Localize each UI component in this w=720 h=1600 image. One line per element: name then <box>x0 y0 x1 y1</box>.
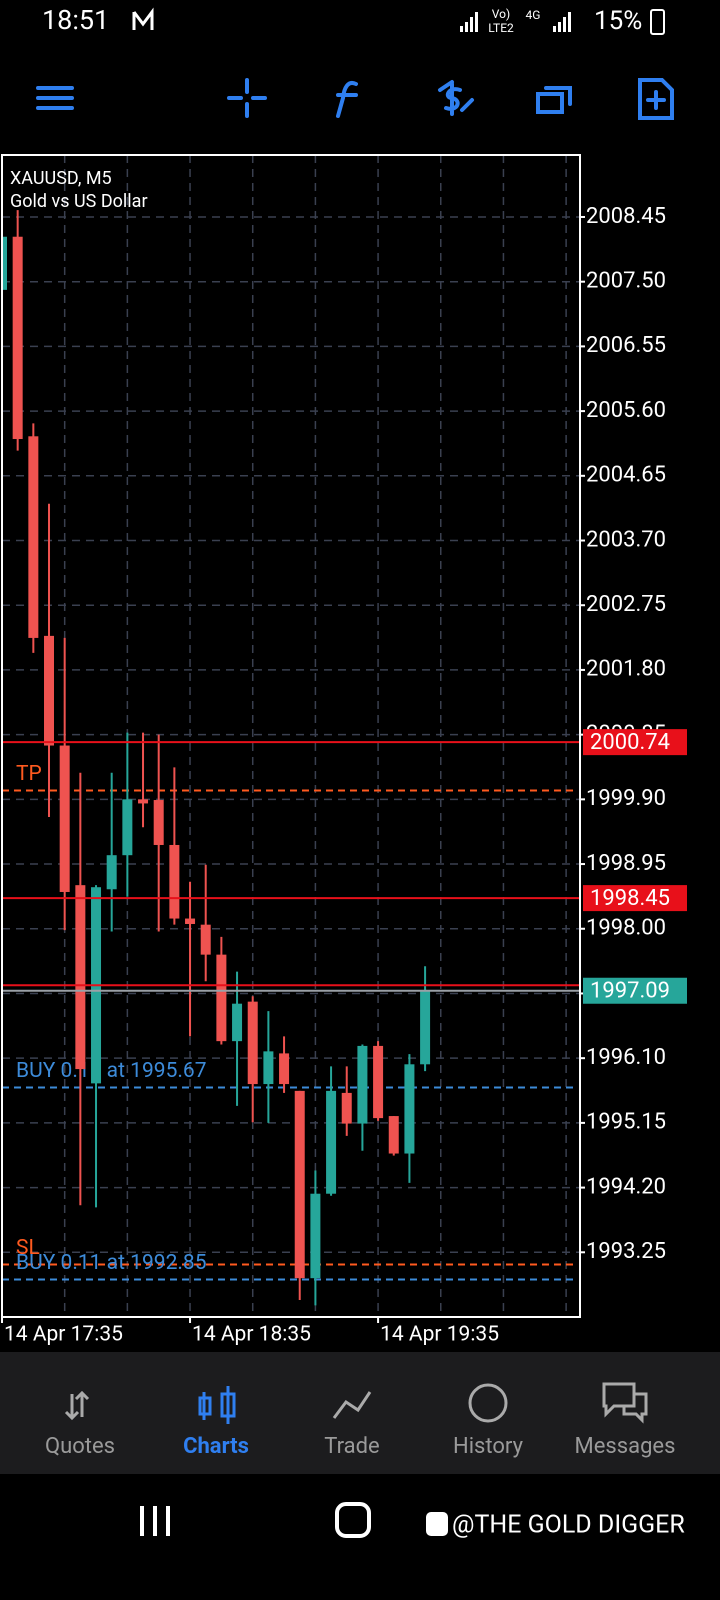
chart-frame <box>1 154 581 1318</box>
nav-tab[interactable]: Quotes <box>45 1434 115 1459</box>
candle-body <box>59 745 70 892</box>
y-tick-label: 1999.90 <box>586 786 666 811</box>
candle-body <box>44 635 55 746</box>
candle-body <box>263 1051 274 1085</box>
candle-body <box>357 1045 368 1124</box>
candle-body <box>247 1001 258 1085</box>
price-box-label: 1997.09 <box>590 979 670 1004</box>
order-label: TP <box>16 762 42 786</box>
y-tick-label: 1994.20 <box>586 1174 666 1199</box>
crosshair-button[interactable] <box>227 78 267 118</box>
status-time: 18:51 <box>42 4 109 36</box>
candle-body <box>341 1092 352 1124</box>
y-tick-label: 2002.75 <box>586 592 666 617</box>
candle-body <box>12 236 23 440</box>
y-tick-label: 2005.60 <box>586 398 666 423</box>
candle-body <box>122 799 133 856</box>
y-tick-label: 2006.55 <box>586 333 666 358</box>
price-box <box>583 729 687 756</box>
price-box <box>583 885 687 912</box>
new-order-button[interactable] <box>638 78 674 120</box>
history-icon <box>468 1383 508 1423</box>
candle-body <box>75 885 86 1070</box>
charts-icon <box>198 1386 236 1424</box>
candle-body <box>294 1090 305 1279</box>
volte-label: Vo) <box>492 7 510 21</box>
chart-description: Gold vs US Dollar <box>10 191 148 212</box>
facebook-icon <box>426 1512 448 1536</box>
price-box <box>583 977 687 1004</box>
gmail-icon <box>132 7 154 30</box>
signal-icon <box>460 12 571 32</box>
x-tick-label: 14 Apr 19:35 <box>380 1323 499 1347</box>
menu-button[interactable] <box>36 86 74 110</box>
nav-tab[interactable]: Messages <box>575 1434 676 1459</box>
y-tick-label: 2004.65 <box>586 463 666 488</box>
candle-body <box>310 1193 321 1279</box>
y-tick-label: 2008.45 <box>586 204 666 229</box>
candle-body <box>169 844 180 919</box>
candle-body <box>28 436 39 638</box>
candle-body <box>404 1064 415 1154</box>
y-tick-label: 2001.80 <box>586 657 666 682</box>
y-tick-label: 1993.25 <box>586 1239 666 1264</box>
y-tick-label: 1998.00 <box>586 916 666 941</box>
candle-body <box>3 236 7 290</box>
quotes-icon <box>64 1390 90 1421</box>
candle-body <box>420 990 431 1065</box>
y-tick-label: 2007.50 <box>586 269 666 294</box>
network-label: 4G <box>526 8 541 22</box>
candle-body <box>216 954 227 1042</box>
recents-button[interactable] <box>140 1506 170 1536</box>
trade-icon <box>332 1391 372 1419</box>
candle-body <box>279 1053 290 1085</box>
y-tick-label: 2003.70 <box>586 527 666 552</box>
order-label: BUY 0.11 at 1992.85 <box>16 1251 207 1275</box>
battery-label: 15% <box>594 6 642 36</box>
price-box-label: 1998.45 <box>590 886 670 911</box>
trade-button[interactable] <box>438 80 474 116</box>
candle-body <box>388 1116 399 1154</box>
lte-label: LTE2 <box>488 21 514 35</box>
nav-tab[interactable]: Charts <box>183 1434 249 1459</box>
chart-symbol: XAUUSD, M5 <box>10 168 112 189</box>
order-label: BUY 0.11 at 1995.67 <box>16 1059 207 1083</box>
candle-body <box>106 855 117 890</box>
watermark: @THE GOLD DIGGER <box>452 1511 685 1540</box>
home-button[interactable] <box>335 1502 371 1538</box>
candle-body <box>232 1003 243 1042</box>
battery-icon <box>650 9 665 35</box>
candle-body <box>153 800 164 845</box>
candle-body <box>373 1045 384 1119</box>
messages-icon <box>602 1382 648 1424</box>
candle-body <box>200 924 211 955</box>
y-tick-label: 1996.10 <box>586 1045 666 1070</box>
bottom-nav <box>0 1352 720 1474</box>
nav-tab[interactable]: Trade <box>324 1434 379 1459</box>
candle-body <box>185 918 196 924</box>
nav-tab[interactable]: History <box>453 1434 524 1459</box>
windows-button[interactable] <box>536 86 572 114</box>
candle-body <box>326 1090 337 1194</box>
indicators-button[interactable] <box>336 81 358 118</box>
chart: 2008.45 2007.50 2006.55 2005.60 2004.65 2003.… <box>1 155 687 1347</box>
order-label: SL <box>16 1236 40 1260</box>
candle-body <box>138 799 149 804</box>
y-tick-label: 1995.15 <box>586 1110 666 1135</box>
y-tick-label: 1998.95 <box>586 851 666 876</box>
price-box-label: 2000.74 <box>590 730 670 755</box>
x-tick-label: 14 Apr 18:35 <box>192 1323 311 1347</box>
x-tick-label: 14 Apr 17:35 <box>4 1323 123 1347</box>
